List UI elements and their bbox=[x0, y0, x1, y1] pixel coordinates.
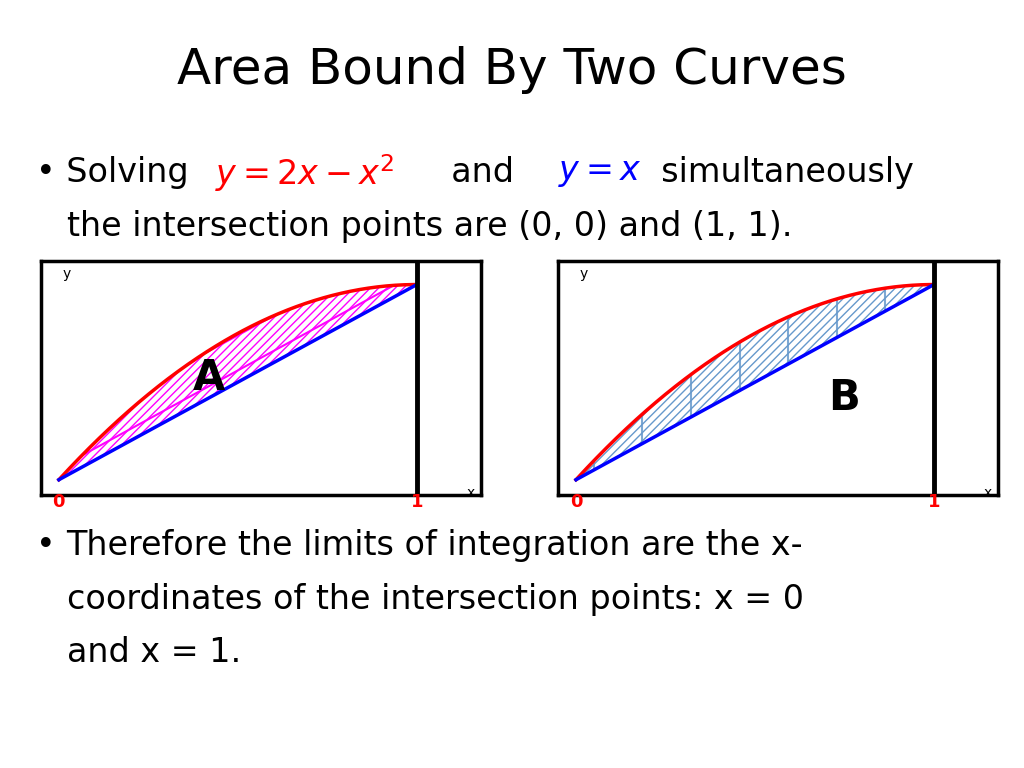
Text: $y=2x-x^2$: $y=2x-x^2$ bbox=[215, 152, 394, 194]
Text: the intersection points are (0, 0) and (1, 1).: the intersection points are (0, 0) and (… bbox=[67, 210, 792, 243]
Text: $y=x$: $y=x$ bbox=[558, 157, 642, 189]
Text: 0: 0 bbox=[569, 493, 583, 511]
Text: 0: 0 bbox=[52, 493, 66, 511]
Text: y: y bbox=[580, 267, 588, 281]
Text: coordinates of the intersection points: x = 0: coordinates of the intersection points: … bbox=[67, 583, 804, 615]
Text: x: x bbox=[466, 485, 475, 500]
Text: • Solving: • Solving bbox=[36, 157, 210, 189]
Text: •: • bbox=[36, 529, 55, 561]
Text: and x = 1.: and x = 1. bbox=[67, 637, 241, 669]
Text: simultaneously: simultaneously bbox=[640, 157, 913, 189]
Text: 1: 1 bbox=[411, 493, 423, 511]
Text: Area Bound By Two Curves: Area Bound By Two Curves bbox=[177, 46, 847, 94]
Text: 1: 1 bbox=[928, 493, 940, 511]
Text: B: B bbox=[828, 377, 860, 419]
Text: Therefore the limits of integration are the x-: Therefore the limits of integration are … bbox=[67, 529, 803, 561]
Text: A: A bbox=[194, 357, 225, 399]
Text: and: and bbox=[430, 157, 536, 189]
Text: y: y bbox=[62, 267, 71, 281]
Text: x: x bbox=[983, 485, 992, 500]
